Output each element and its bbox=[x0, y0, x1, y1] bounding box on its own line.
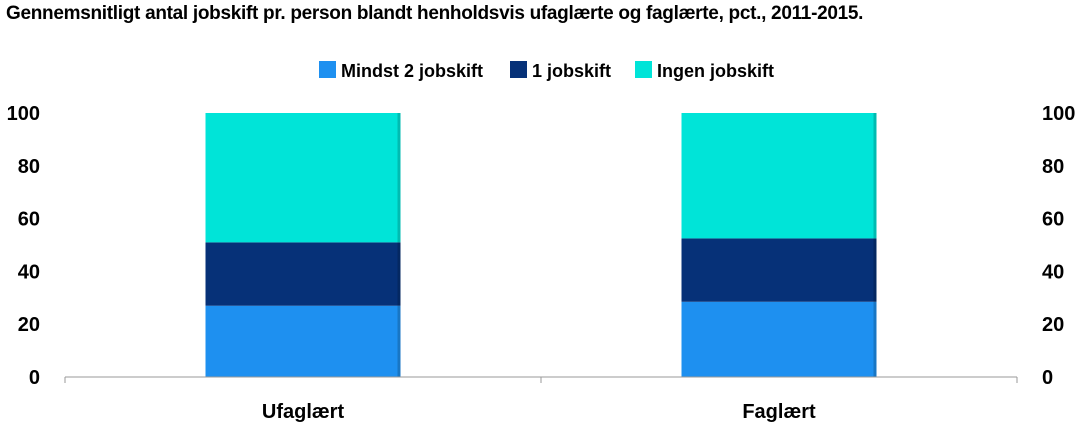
legend-label-1-jobskift: 1 jobskift bbox=[532, 61, 611, 81]
bar-edge-shade bbox=[397, 242, 401, 306]
bar-edge-shade bbox=[873, 238, 877, 302]
y-tick-right-80: 80 bbox=[1042, 156, 1064, 178]
bars bbox=[205, 113, 877, 377]
chart-title: Gennemsnitligt antal jobskift pr. person… bbox=[6, 3, 864, 24]
bar-fagl-rt-mindst-2-jobskift bbox=[681, 301, 877, 377]
y-tick-left-40: 40 bbox=[18, 261, 40, 283]
y-tick-left-100: 100 bbox=[7, 103, 40, 125]
x-tick-label-fagl-rt: Faglært bbox=[742, 401, 816, 423]
y-tick-right-100: 100 bbox=[1042, 103, 1075, 125]
bar-edge-shade bbox=[873, 301, 877, 377]
legend-label-ingen-jobskift: Ingen jobskift bbox=[657, 61, 774, 81]
bar-fagl-rt-1-jobskift bbox=[681, 238, 877, 302]
legend-swatch-mindst-2-jobskift bbox=[319, 61, 336, 78]
bar-fagl-rt-ingen-jobskift bbox=[681, 113, 877, 239]
bar-ufagl-rt-1-jobskift bbox=[205, 242, 401, 306]
legend-swatch-ingen-jobskift bbox=[635, 61, 652, 78]
y-tick-left-60: 60 bbox=[18, 209, 40, 231]
y-tick-right-0: 0 bbox=[1042, 367, 1053, 389]
y-tick-left-80: 80 bbox=[18, 156, 40, 178]
bar-edge-shade bbox=[873, 113, 877, 239]
y-tick-right-40: 40 bbox=[1042, 261, 1064, 283]
bar-edge-shade bbox=[397, 305, 401, 377]
bar-ufagl-rt-mindst-2-jobskift bbox=[205, 305, 401, 377]
bar-ufagl-rt-ingen-jobskift bbox=[205, 113, 401, 243]
x-axis: Ufaglært Faglært bbox=[64, 377, 1018, 423]
y-axis-left: 0 20 40 60 80 100 bbox=[7, 103, 40, 389]
x-tick-label-ufagl-rt: Ufaglært bbox=[262, 401, 345, 423]
bar-edge-shade bbox=[397, 113, 401, 243]
y-tick-left-0: 0 bbox=[29, 367, 40, 389]
legend-label-mindst-2-jobskift: Mindst 2 jobskift bbox=[341, 61, 483, 81]
y-tick-left-20: 20 bbox=[18, 314, 40, 336]
y-tick-right-60: 60 bbox=[1042, 209, 1064, 231]
y-axis-right: 0 20 40 60 80 100 bbox=[1042, 103, 1075, 389]
legend-swatch-1-jobskift bbox=[510, 61, 527, 78]
legend: Mindst 2 jobskift 1 jobskift Ingen jobskif… bbox=[319, 61, 774, 81]
y-tick-right-20: 20 bbox=[1042, 314, 1064, 336]
